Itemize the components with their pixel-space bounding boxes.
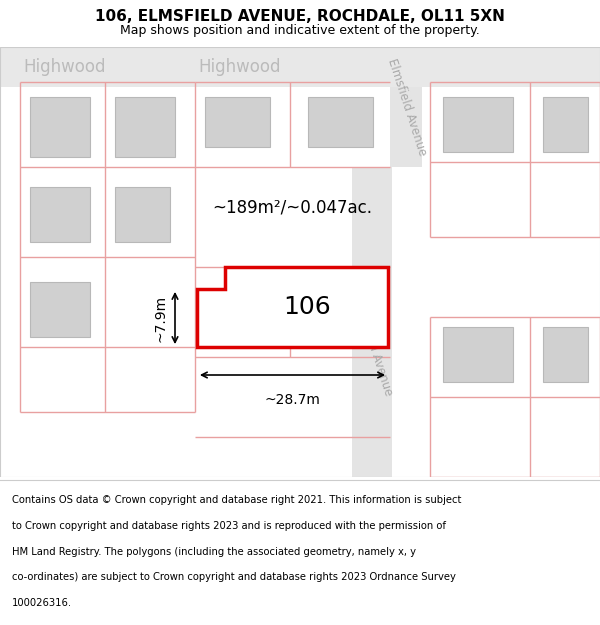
Text: ~189m²/~0.047ac.: ~189m²/~0.047ac. <box>212 198 373 216</box>
Bar <box>543 97 588 152</box>
Polygon shape <box>352 167 392 477</box>
Text: Contains OS data © Crown copyright and database right 2021. This information is : Contains OS data © Crown copyright and d… <box>12 495 461 505</box>
Polygon shape <box>0 47 600 87</box>
Text: ~7.9m: ~7.9m <box>154 294 168 341</box>
Bar <box>443 97 513 152</box>
Text: to Crown copyright and database rights 2023 and is reproduced with the permissio: to Crown copyright and database rights 2… <box>12 521 446 531</box>
Text: 106, ELMSFIELD AVENUE, ROCHDALE, OL11 5XN: 106, ELMSFIELD AVENUE, ROCHDALE, OL11 5X… <box>95 9 505 24</box>
Text: HM Land Registry. The polygons (including the associated geometry, namely x, y: HM Land Registry. The polygons (includin… <box>12 546 416 556</box>
Polygon shape <box>390 47 422 167</box>
Bar <box>30 282 90 337</box>
Text: ~28.7m: ~28.7m <box>265 393 320 407</box>
Bar <box>30 187 90 242</box>
Bar <box>30 97 90 157</box>
Polygon shape <box>197 267 388 347</box>
Text: Highwood: Highwood <box>199 58 281 76</box>
Text: Highwood: Highwood <box>24 58 106 76</box>
Bar <box>205 97 270 147</box>
Text: 106: 106 <box>284 295 331 319</box>
Bar <box>308 97 373 147</box>
Bar <box>115 97 175 157</box>
Text: 100026316.: 100026316. <box>12 598 72 608</box>
Bar <box>115 187 170 242</box>
Bar <box>543 327 588 382</box>
Text: Elmsfield Avenue: Elmsfield Avenue <box>385 57 429 158</box>
Text: Map shows position and indicative extent of the property.: Map shows position and indicative extent… <box>120 24 480 37</box>
Bar <box>443 327 513 382</box>
Text: co-ordinates) are subject to Crown copyright and database rights 2023 Ordnance S: co-ordinates) are subject to Crown copyr… <box>12 572 456 582</box>
Text: Elmsfield Avenue: Elmsfield Avenue <box>351 297 395 398</box>
